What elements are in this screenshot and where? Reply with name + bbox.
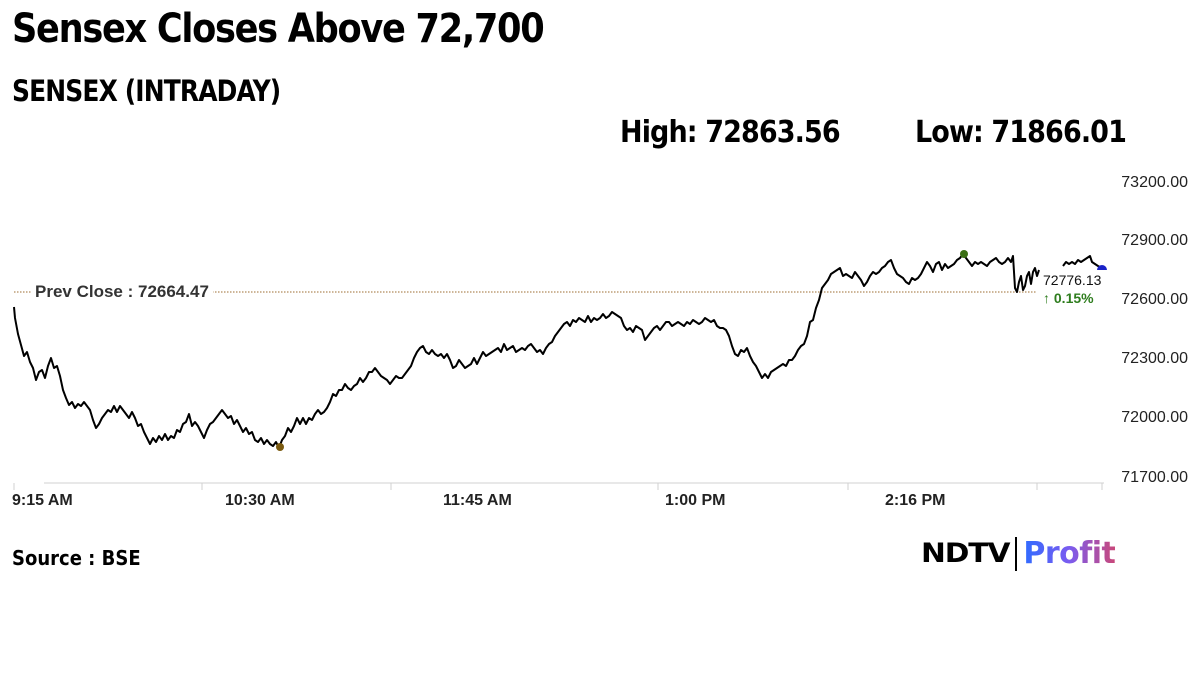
sensex-price-line-late — [1062, 255, 1103, 269]
x-tick-label: 10:30 AM — [225, 492, 295, 509]
source-label: Source : BSE — [12, 546, 141, 570]
y-tick-label: 71700.00 — [1121, 469, 1188, 486]
last-price-marker-icon — [1097, 265, 1107, 270]
ndtv-profit-logo: NDTV Profit — [921, 536, 1116, 571]
y-tick-label: 72000.00 — [1121, 409, 1188, 426]
x-tick-label: 1:00 PM — [665, 492, 726, 509]
last-price-label: 72776.13 — [1043, 272, 1102, 288]
logo-profit-text: Profit — [1023, 536, 1116, 571]
sensex-price-line — [13, 253, 1040, 449]
y-tick-label: 72300.00 — [1121, 350, 1188, 367]
arrow-up-icon: ↑ — [1043, 290, 1050, 306]
chart-subtitle: SENSEX (INTRADAY) — [12, 74, 281, 108]
high-marker-icon — [960, 250, 968, 258]
x-tick-label: 9:15 AM — [12, 492, 73, 509]
logo-ndtv-text: NDTV — [921, 538, 1010, 569]
prev-close-label: Prev Close : 72664.47 — [31, 282, 213, 302]
y-tick-label: 72900.00 — [1121, 232, 1188, 249]
x-tick-label: 2:16 PM — [885, 492, 946, 509]
low-stat: Low: 71866.01 — [915, 115, 1127, 150]
logo-divider — [1015, 536, 1018, 571]
change-percent: 0.15% — [1053, 290, 1094, 306]
high-stat: High: 72863.56 — [620, 115, 841, 150]
y-tick-label: 73200.00 — [1121, 174, 1188, 191]
change-badge: ↑ 0.15% — [1043, 290, 1094, 306]
y-tick-label: 72600.00 — [1121, 291, 1188, 308]
low-marker-icon — [276, 443, 284, 451]
x-tick-label: 11:45 AM — [443, 492, 512, 509]
chart-title: Sensex Closes Above 72,700 — [12, 6, 545, 52]
